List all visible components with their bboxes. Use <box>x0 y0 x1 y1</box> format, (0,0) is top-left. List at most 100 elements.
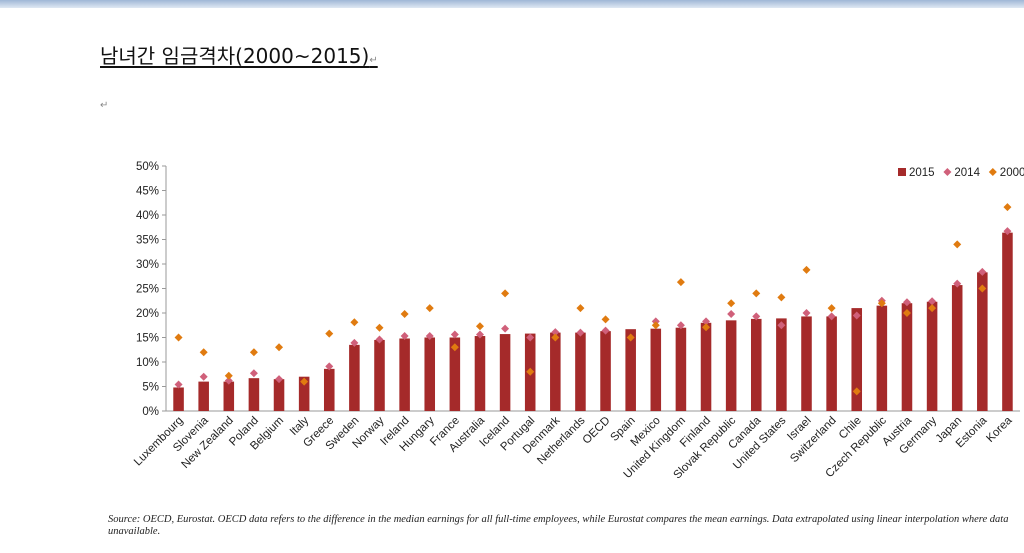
point-2000-hungary <box>425 304 434 313</box>
point-2000-oecd <box>601 315 610 324</box>
bar-2015-czech-republic <box>876 305 888 411</box>
point-2014-iceland <box>501 324 510 333</box>
point-2014-hungary <box>425 332 434 341</box>
point-2014-ireland <box>400 332 409 341</box>
point-2014-canada <box>752 312 761 321</box>
point-2014-israel <box>802 309 811 317</box>
x-tick-label: OECD <box>581 415 613 447</box>
point-2000-new-zealand <box>224 371 233 380</box>
point-2014-germany <box>928 297 937 306</box>
point-2014-japan <box>953 279 962 288</box>
bar-2015-spain <box>625 329 636 411</box>
point-2000-norway <box>375 323 384 332</box>
point-2000-portugal <box>526 367 535 376</box>
point-2014-korea <box>1003 227 1012 236</box>
point-2000-poland <box>249 348 258 357</box>
point-2000-netherlands <box>576 304 585 313</box>
point-2000-ireland <box>400 309 409 318</box>
bar-2015-norway <box>374 339 385 411</box>
point-2000-finland <box>702 323 711 332</box>
point-2014-norway <box>375 335 384 344</box>
point-2014-austria <box>902 298 911 307</box>
point-2014-switzerland <box>827 312 836 321</box>
y-tick-label: 15% <box>136 333 159 345</box>
bar-2015-sweden <box>349 344 360 411</box>
point-2014-finland <box>702 317 711 326</box>
point-2014-denmark <box>551 328 560 337</box>
bar-2015-japan <box>951 285 963 411</box>
empty-paragraph-mark: ↵ <box>100 100 109 111</box>
bar-2015-greece <box>323 368 335 411</box>
point-2014-united-states <box>777 321 786 330</box>
bar-2015-slovenia <box>198 381 209 411</box>
legend-swatch-2014 <box>943 168 952 176</box>
legend-label-2014: 2014 <box>954 167 980 179</box>
bar-2015-chile <box>851 308 863 411</box>
y-tick-label: 35% <box>136 235 159 247</box>
point-2000-germany <box>928 304 937 313</box>
bar-2015-iceland <box>499 334 511 411</box>
bar-2015-oecd <box>600 331 611 411</box>
bar-2015-australia <box>474 336 486 411</box>
y-tick-label: 0% <box>142 406 159 418</box>
legend-swatch-2000 <box>988 168 997 176</box>
legend-swatch-2015 <box>898 168 906 176</box>
window-top-bar <box>0 0 1024 8</box>
bar-2015-ireland <box>399 338 410 411</box>
bar-2015-hungary <box>424 337 436 411</box>
bar-2015-luxembourg <box>173 387 184 411</box>
legend-label-2015: 2015 <box>909 167 935 179</box>
bar-2015-israel <box>801 316 812 411</box>
source-note: Source: OECD, Eurostat. OECD data refers… <box>108 514 1009 537</box>
point-2014-new-zealand <box>224 376 233 385</box>
y-tick-label: 50% <box>136 161 159 173</box>
point-2000-italy <box>300 377 309 386</box>
bar-2015-mexico <box>650 328 662 411</box>
legend: 2015 2014 2000 <box>898 167 1024 179</box>
point-2014-poland <box>249 369 258 378</box>
bar-2015-new-zealand <box>223 381 235 411</box>
page-title-text: 남녀간 임금격차(2000~2015) <box>100 44 370 68</box>
point-2000-chile <box>852 387 861 396</box>
point-2000-israel <box>802 265 811 274</box>
legend-label-2000: 2000 <box>1000 167 1024 179</box>
bar-2015-germany <box>926 301 938 411</box>
point-2014-australia <box>475 330 484 339</box>
bar-2015-united-states <box>776 318 787 411</box>
point-2000-switzerland <box>827 304 836 313</box>
x-tick-label: Korea <box>984 414 1015 445</box>
point-2000-united-kingdom <box>676 278 685 287</box>
point-2000-belgium <box>275 343 284 352</box>
point-2000-denmark <box>551 333 560 342</box>
point-2014-luxembourg <box>174 380 183 389</box>
bar-2015-slovak-republic <box>725 320 737 411</box>
point-2014-portugal <box>526 333 535 342</box>
point-2000-slovenia <box>199 348 208 357</box>
bar-2015-korea <box>1002 232 1013 411</box>
point-2000-luxembourg <box>174 333 183 342</box>
point-2014-sweden <box>350 338 359 347</box>
point-2000-canada <box>752 289 761 298</box>
point-2000-japan <box>953 240 962 249</box>
y-tick-label: 45% <box>136 186 159 198</box>
point-2014-united-kingdom <box>676 321 685 330</box>
y-tick-label: 30% <box>136 259 159 271</box>
point-2014-netherlands <box>576 328 585 337</box>
point-2000-sweden <box>350 318 359 327</box>
y-tick-label: 10% <box>136 357 159 369</box>
paragraph-mark: ↵ <box>369 55 378 66</box>
bar-2015-netherlands <box>575 332 586 411</box>
point-2000-spain <box>626 333 635 342</box>
point-2000-australia <box>475 322 484 331</box>
point-2000-austria <box>902 309 911 317</box>
point-2014-belgium <box>275 375 284 384</box>
bar-2015-switzerland <box>826 316 837 411</box>
point-2014-chile <box>852 311 861 320</box>
point-2000-slovak-republic <box>727 299 736 308</box>
point-2014-slovak-republic <box>727 309 736 318</box>
point-2000-france <box>450 343 459 352</box>
point-2000-iceland <box>501 289 510 298</box>
page-title: 남녀간 임금격차(2000~2015)↵ <box>100 40 378 69</box>
point-2014-slovenia <box>199 372 208 381</box>
